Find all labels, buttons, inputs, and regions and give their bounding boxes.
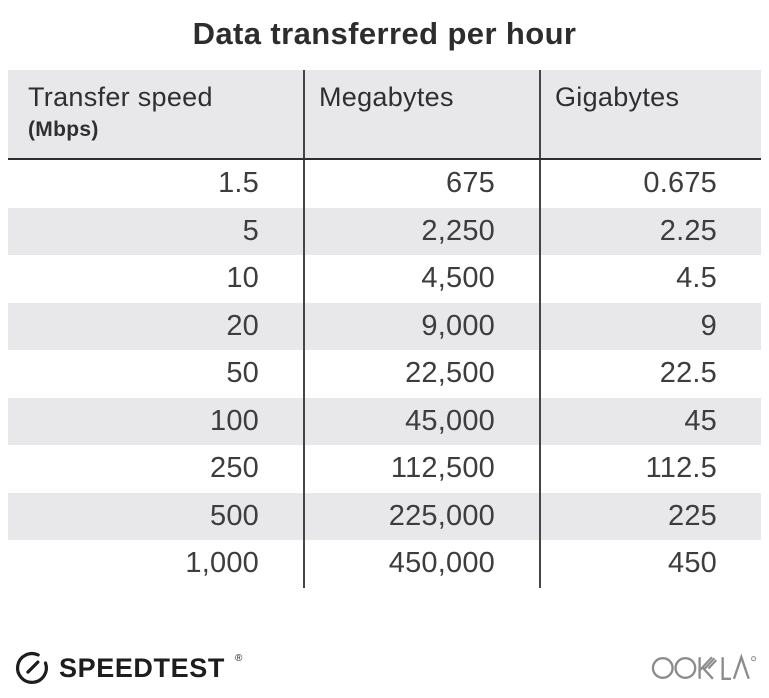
column-header-gigabytes: Gigabytes xyxy=(539,70,761,158)
table-row: 1.5 675 0.675 xyxy=(8,160,761,208)
table-cell: 0.675 xyxy=(539,160,761,208)
table-cell: 100 xyxy=(210,404,259,437)
table-cell: 225,000 xyxy=(303,492,539,540)
column-header-label: Megabytes xyxy=(319,82,454,112)
table-cell: 22.5 xyxy=(539,350,761,398)
table-cell: 20 xyxy=(226,309,259,342)
column-header-unit: (Mbps) xyxy=(28,118,99,142)
table-cell: 22,500 xyxy=(303,350,539,398)
column-header-transfer-speed: Transfer speed (Mbps) xyxy=(8,70,303,158)
table-cell: 675 xyxy=(303,160,539,208)
table-cell: 5 xyxy=(242,214,259,247)
column-header-label: Transfer speed xyxy=(28,82,213,112)
table-cell: 112,500 xyxy=(303,445,539,493)
footer: SPEEDTEST ® xyxy=(14,646,759,690)
table-body: 1.5 675 0.675 5 2,250 2.25 10 4,500 4.5 20 9,000 9 5… xyxy=(8,160,761,588)
table-cell: 450 xyxy=(539,540,761,588)
table-cell: 10 xyxy=(226,262,259,295)
table-row: 500 225,000 225 xyxy=(8,492,761,540)
data-table: Transfer speed (Mbps) Megabytes Gigabyte… xyxy=(8,70,761,588)
column-header-label: Gigabytes xyxy=(555,82,680,112)
table-cell: 9 xyxy=(539,302,761,350)
column-header-megabytes: Megabytes xyxy=(303,70,539,158)
table-cell: 50 xyxy=(226,357,259,390)
table-cell: 450,000 xyxy=(303,540,539,588)
table-cell: 2,250 xyxy=(303,207,539,255)
table-row: 5 2,250 2.25 xyxy=(8,207,761,255)
table-cell: 2.25 xyxy=(539,207,761,255)
table-cell: 9,000 xyxy=(303,302,539,350)
table-cell: 1,000 xyxy=(185,547,259,580)
table-header-row: Transfer speed (Mbps) Megabytes Gigabyte… xyxy=(8,70,761,160)
table-cell: 225 xyxy=(539,492,761,540)
table-row: 100 45,000 45 xyxy=(8,397,761,445)
table-cell: 112.5 xyxy=(539,445,761,493)
speedtest-wordmark: SPEEDTEST xyxy=(59,652,225,683)
table-row: 50 22,500 22.5 xyxy=(8,350,761,398)
table-cell: 4.5 xyxy=(539,255,761,303)
registered-trademark-icon: ® xyxy=(234,653,243,664)
table-row: 20 9,000 9 xyxy=(8,302,761,350)
speedtest-gauge-icon xyxy=(16,651,48,684)
table-cell: 1.5 xyxy=(218,167,259,200)
table-row: 10 4,500 4.5 xyxy=(8,255,761,303)
table-row: 1,000 450,000 450 xyxy=(8,540,761,588)
table-cell: 250 xyxy=(210,452,259,485)
table-cell: 4,500 xyxy=(303,255,539,303)
table-cell: 45 xyxy=(539,397,761,445)
page-title: Data transferred per hour xyxy=(192,16,577,51)
table-cell: 500 xyxy=(210,499,259,532)
speedtest-logo: SPEEDTEST ® xyxy=(14,650,242,686)
ookla-logo xyxy=(651,653,757,680)
table-row: 250 112,500 112.5 xyxy=(8,445,761,493)
table-cell: 45,000 xyxy=(303,397,539,445)
